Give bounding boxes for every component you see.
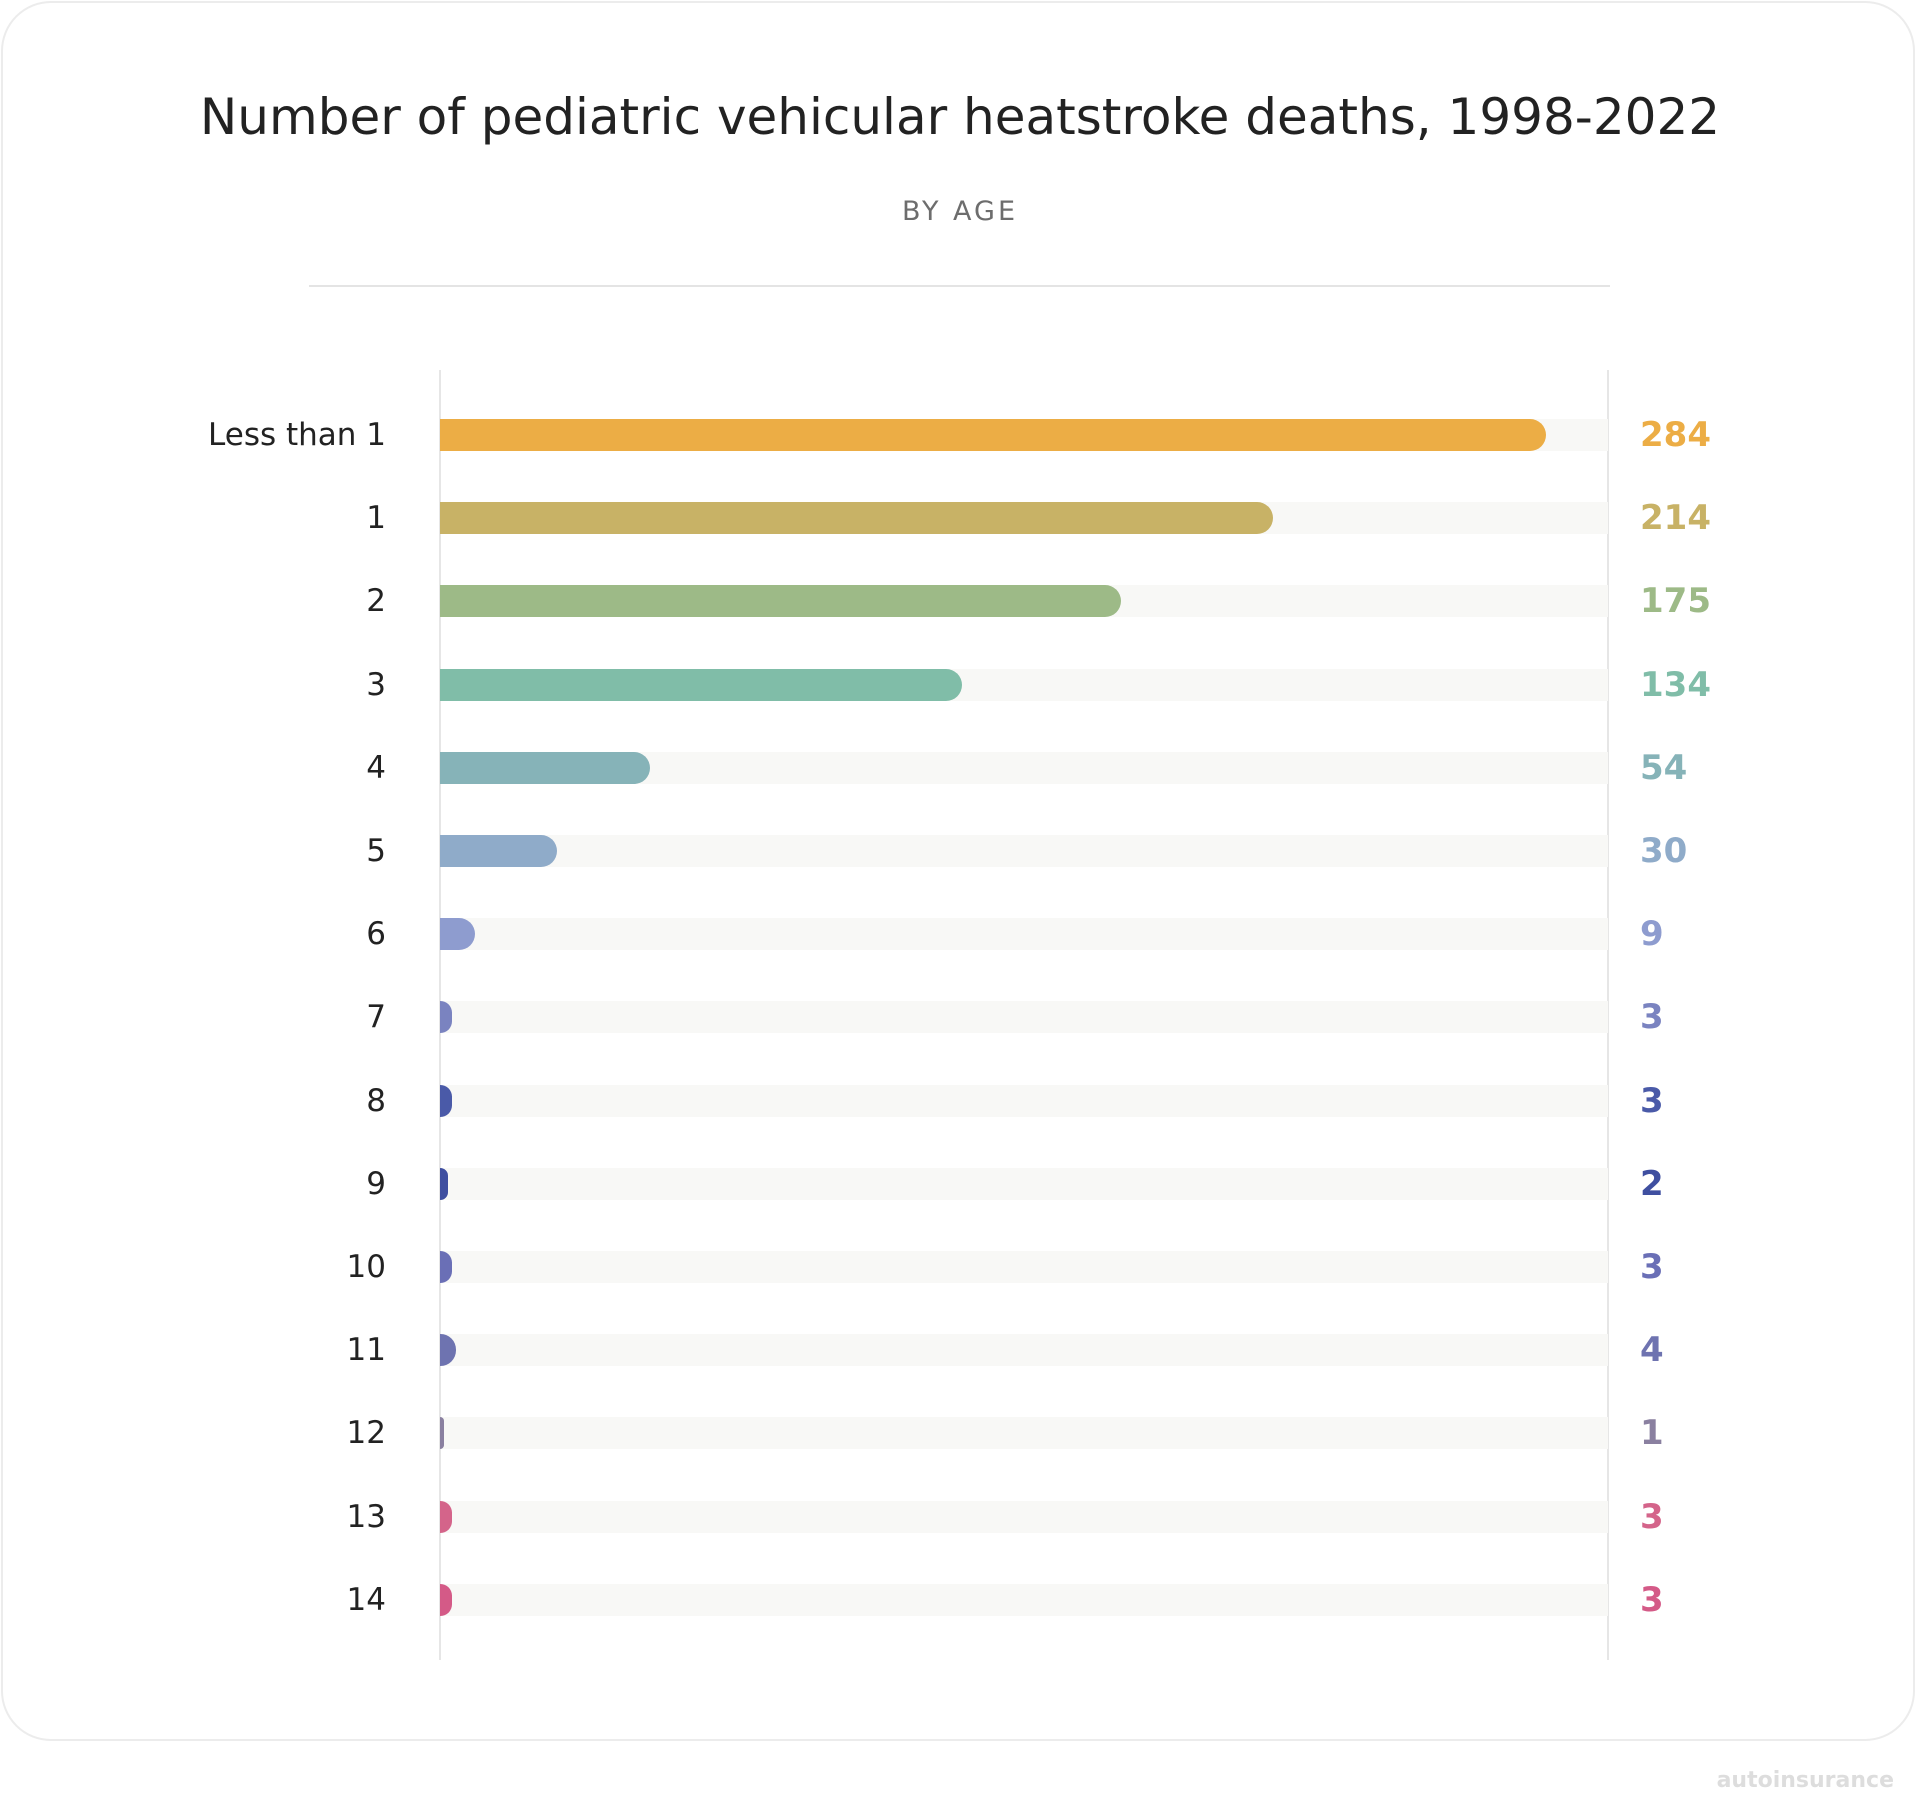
bar [440, 668, 962, 701]
bar-track [440, 1334, 1608, 1367]
category-label: 12 [346, 1415, 386, 1452]
bar [440, 1500, 452, 1533]
category-label: 10 [346, 1249, 386, 1285]
bar-track [440, 1500, 1608, 1533]
value-label: 9 [1640, 914, 1664, 955]
bar [440, 835, 557, 867]
bar [440, 1251, 452, 1283]
right-boundary-line [1607, 370, 1609, 1660]
bar [440, 1334, 456, 1367]
value-label: 214 [1640, 498, 1711, 539]
category-label: 9 [366, 1165, 386, 1202]
bar [440, 751, 651, 784]
value-label: 175 [1640, 581, 1711, 622]
bar [440, 1417, 444, 1450]
bar-track [440, 1583, 1608, 1616]
bar [440, 1001, 452, 1034]
chart-title: Number of pediatric vehicular heatstroke… [199, 88, 1721, 146]
value-label: 3 [1640, 1579, 1664, 1620]
value-label: 2 [1640, 1163, 1664, 1204]
bar [440, 1084, 452, 1117]
value-label: 284 [1640, 415, 1711, 455]
bar-track [440, 1167, 1608, 1200]
category-label: 8 [366, 1082, 386, 1119]
chart-subtitle: BY AGE [901, 196, 1019, 227]
value-label: 134 [1640, 664, 1711, 705]
category-label: 7 [366, 999, 386, 1036]
value-label: 3 [1640, 997, 1664, 1038]
category-label: 2 [366, 583, 386, 620]
bar-track [440, 1251, 1608, 1283]
category-label: 13 [346, 1498, 386, 1535]
bar [440, 918, 476, 951]
value-label: 54 [1640, 747, 1688, 788]
category-label: 4 [366, 749, 386, 786]
bar [440, 1167, 448, 1200]
bar [440, 585, 1122, 618]
value-label: 1 [1640, 1413, 1664, 1454]
category-label: 1 [366, 500, 386, 537]
bar-track [440, 1417, 1608, 1450]
chart-card [1, 1, 1915, 1741]
value-label: 3 [1640, 1247, 1664, 1287]
bar [440, 1583, 452, 1616]
category-label: 14 [346, 1581, 386, 1618]
bar [440, 419, 1546, 451]
bar-track [440, 835, 1608, 867]
category-label: Less than 1 [208, 417, 386, 453]
value-label: 3 [1640, 1496, 1664, 1537]
value-label: 3 [1640, 1080, 1664, 1121]
bar [440, 502, 1274, 535]
value-label: 30 [1640, 831, 1688, 871]
bar-track [440, 918, 1608, 951]
category-label: 11 [346, 1332, 386, 1369]
bar-track [440, 1084, 1608, 1117]
category-label: 6 [366, 916, 386, 953]
divider [309, 285, 1610, 287]
value-label: 4 [1640, 1330, 1664, 1371]
category-label: 5 [366, 833, 386, 869]
category-label: 3 [366, 666, 386, 703]
bar-track [440, 1001, 1608, 1034]
brand-logo: autoinsurance [1716, 1768, 1894, 1793]
